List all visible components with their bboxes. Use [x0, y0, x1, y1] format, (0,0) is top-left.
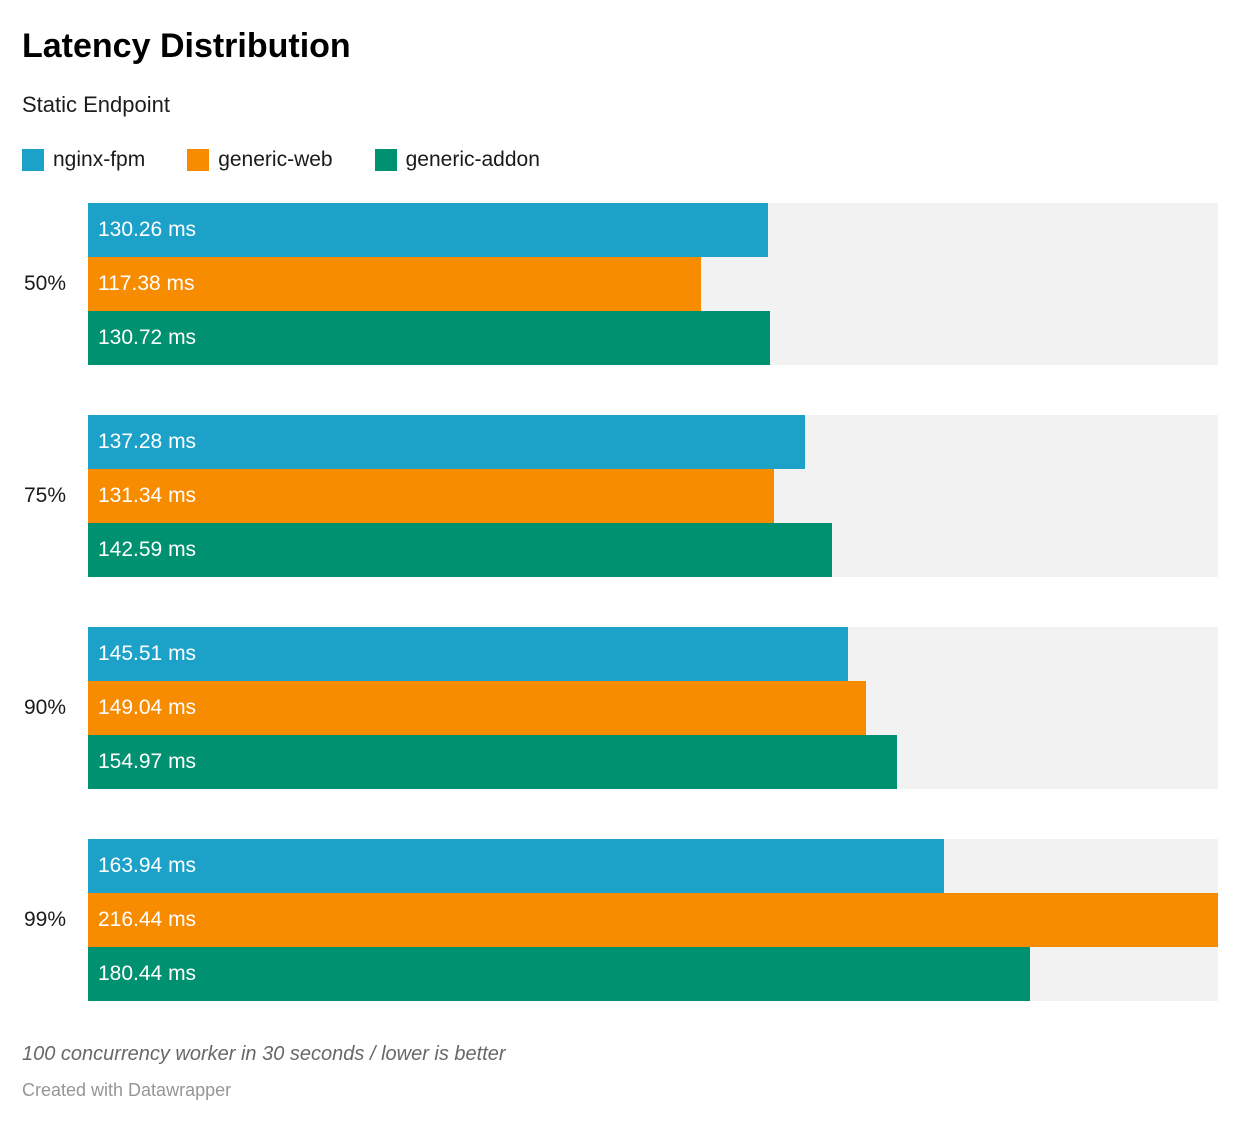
legend-item-generic-web: generic-web — [187, 148, 333, 172]
bar-row: 142.59 ms — [88, 523, 1218, 578]
bar-row: 154.97 ms — [88, 735, 1218, 790]
legend-swatch-icon — [187, 149, 210, 172]
bar-chart: 50% 130.26 ms 117.38 ms 130.72 ms 75% 137.28 … — [22, 203, 1218, 1002]
bar-value-label: 130.72 ms — [98, 326, 197, 350]
category-label: 99% — [23, 908, 66, 932]
chart-subtitle: Static Endpoint — [22, 91, 170, 117]
bar-row: 130.72 ms — [88, 311, 1218, 366]
bar-value-label: 117.38 ms — [98, 272, 195, 296]
percentile-group-90: 90% 145.51 ms 149.04 ms 154.97 ms — [22, 627, 1218, 790]
bar-generic-web: 117.38 ms — [88, 257, 701, 312]
bar-row: 149.04 ms — [88, 681, 1218, 736]
bar-value-label: 137.28 ms — [98, 430, 197, 454]
bar-row: 145.51 ms — [88, 627, 1218, 682]
bar-value-label: 216.44 ms — [98, 908, 197, 932]
bar-track-stack: 145.51 ms 149.04 ms 154.97 ms — [88, 627, 1218, 790]
bar-track-stack: 130.26 ms 117.38 ms 130.72 ms — [88, 203, 1218, 366]
bar-track-stack: 163.94 ms 216.44 ms 180.44 ms — [88, 839, 1218, 1002]
percentile-group-50: 50% 130.26 ms 117.38 ms 130.72 ms — [22, 203, 1218, 366]
bar-row: 117.38 ms — [88, 257, 1218, 312]
category-label: 50% — [23, 272, 66, 296]
bar-generic-addon: 180.44 ms — [88, 947, 1031, 1002]
percentile-group-75: 75% 137.28 ms 131.34 ms 142.59 ms — [22, 415, 1218, 578]
bar-generic-web: 131.34 ms — [88, 469, 774, 524]
datawrapper-attribution: Created with Datawrapper — [22, 1080, 232, 1101]
percentile-group-99: 99% 163.94 ms 216.44 ms 180.44 ms — [22, 839, 1218, 1002]
legend: nginx-fpm generic-web generic-addon — [22, 147, 1218, 173]
bar-nginx-fpm: 130.26 ms — [88, 203, 769, 258]
bar-row: 163.94 ms — [88, 839, 1218, 894]
bar-value-label: 131.34 ms — [98, 484, 197, 508]
bar-row: 137.28 ms — [88, 415, 1218, 470]
bar-generic-web: 216.44 ms — [88, 893, 1218, 948]
bar-value-label: 180.44 ms — [98, 962, 197, 986]
bar-row: 180.44 ms — [88, 947, 1218, 1002]
bar-generic-addon: 142.59 ms — [88, 523, 833, 578]
bar-row: 131.34 ms — [88, 469, 1218, 524]
bar-value-label: 130.26 ms — [98, 218, 197, 242]
bar-track-stack: 137.28 ms 131.34 ms 142.59 ms — [88, 415, 1218, 578]
legend-label: generic-addon — [405, 148, 540, 172]
bar-generic-addon: 154.97 ms — [88, 735, 898, 790]
bar-value-label: 163.94 ms — [98, 854, 197, 878]
bar-value-label: 142.59 ms — [98, 538, 197, 562]
legend-swatch-icon — [22, 149, 44, 172]
legend-swatch-icon — [374, 149, 397, 172]
chart-title: Latency Distribution — [22, 27, 351, 65]
bar-row: 130.26 ms — [88, 203, 1218, 258]
category-label: 75% — [23, 484, 66, 508]
bar-value-label: 145.51 ms — [98, 642, 197, 666]
bar-nginx-fpm: 145.51 ms — [88, 627, 848, 682]
category-label: 90% — [23, 696, 66, 720]
legend-label: nginx-fpm — [53, 148, 146, 172]
legend-item-nginx-fpm: nginx-fpm — [22, 148, 145, 172]
chart-footnote: 100 concurrency worker in 30 seconds / l… — [22, 1043, 506, 1066]
legend-item-generic-addon: generic-addon — [374, 148, 540, 172]
bar-nginx-fpm: 137.28 ms — [88, 415, 805, 470]
bar-value-label: 149.04 ms — [98, 696, 197, 720]
bar-nginx-fpm: 163.94 ms — [88, 839, 944, 894]
bar-value-label: 154.97 ms — [98, 750, 197, 774]
bar-row: 216.44 ms — [88, 893, 1218, 948]
bar-generic-addon: 130.72 ms — [88, 311, 771, 366]
bar-generic-web: 149.04 ms — [88, 681, 867, 736]
legend-label: generic-web — [218, 148, 333, 172]
